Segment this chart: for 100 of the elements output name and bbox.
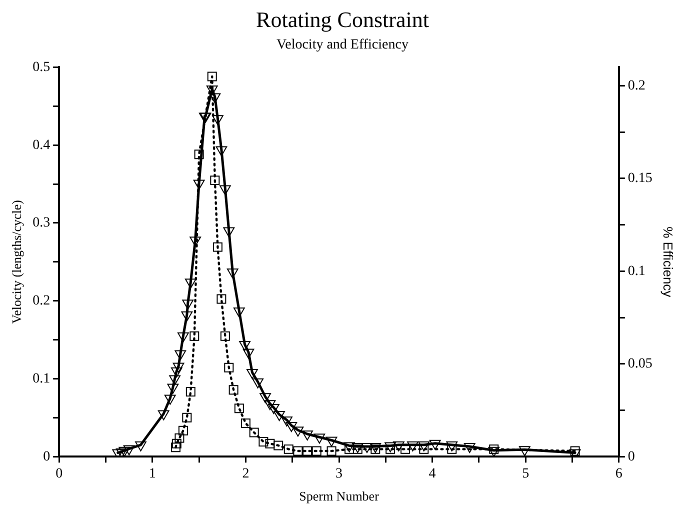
point bbox=[181, 311, 193, 322]
point bbox=[268, 404, 280, 414]
point bbox=[186, 386, 196, 396]
point bbox=[393, 441, 404, 452]
point bbox=[193, 180, 205, 190]
point bbox=[239, 340, 250, 351]
point bbox=[312, 446, 322, 456]
point bbox=[274, 411, 285, 422]
x-tick-label: 2 bbox=[242, 466, 250, 482]
y-tick-label: 0.3 bbox=[32, 216, 50, 231]
y-tick-label: 0 bbox=[43, 449, 50, 464]
point bbox=[258, 437, 268, 447]
point bbox=[212, 242, 222, 252]
point bbox=[464, 442, 476, 453]
point bbox=[172, 438, 182, 448]
point bbox=[418, 441, 430, 452]
x-tick-label: 5 bbox=[522, 466, 530, 482]
point bbox=[169, 375, 180, 386]
x-tick-label: 6 bbox=[615, 466, 622, 482]
point bbox=[123, 445, 135, 456]
point bbox=[234, 404, 244, 414]
chart-title: Rotating Constraint bbox=[256, 6, 429, 32]
point bbox=[210, 176, 220, 186]
point bbox=[116, 448, 128, 457]
point bbox=[184, 278, 196, 289]
point bbox=[302, 446, 312, 456]
point bbox=[265, 438, 275, 448]
point bbox=[570, 446, 580, 456]
point bbox=[216, 294, 226, 304]
y-axis-title: Velocity (lengths/cycle) bbox=[9, 200, 24, 324]
y2-tick-label: 0.05 bbox=[628, 356, 652, 372]
point bbox=[174, 433, 184, 443]
point bbox=[488, 446, 500, 457]
point bbox=[314, 434, 326, 444]
point bbox=[224, 362, 234, 372]
chart-subtitle: Velocity and Efficiency bbox=[276, 37, 408, 52]
point bbox=[518, 446, 530, 456]
point bbox=[209, 93, 221, 104]
x-tick-label: 1 bbox=[148, 466, 156, 482]
y2-tick-label: 0.15 bbox=[628, 171, 652, 186]
x-axis-title: Sperm Number bbox=[299, 488, 380, 504]
point bbox=[194, 150, 204, 160]
point bbox=[164, 394, 176, 405]
x-tick-label: 4 bbox=[428, 466, 436, 482]
point bbox=[302, 430, 313, 441]
point bbox=[190, 331, 200, 341]
point bbox=[274, 440, 284, 450]
point bbox=[419, 444, 429, 454]
point bbox=[228, 385, 238, 395]
point bbox=[326, 446, 336, 456]
point bbox=[216, 146, 228, 156]
point bbox=[182, 412, 192, 422]
point bbox=[220, 331, 230, 341]
point bbox=[226, 268, 238, 279]
point bbox=[223, 227, 235, 238]
point bbox=[429, 440, 441, 450]
point bbox=[286, 422, 298, 432]
point bbox=[246, 368, 258, 379]
y2-tick-label: 0.1 bbox=[628, 264, 646, 279]
y2-tick-label: 0.2 bbox=[628, 78, 646, 94]
point bbox=[281, 416, 292, 426]
point bbox=[190, 236, 202, 247]
y2-tick-label: 0 bbox=[628, 449, 635, 464]
y-tick-label: 0.4 bbox=[32, 138, 50, 153]
point bbox=[260, 393, 271, 404]
y-tick-label: 0.5 bbox=[32, 60, 50, 75]
x-tick-label: 0 bbox=[56, 466, 63, 482]
y-tick-label: 0.1 bbox=[32, 371, 50, 386]
point bbox=[206, 86, 218, 96]
point bbox=[172, 362, 184, 373]
point bbox=[446, 441, 458, 452]
point bbox=[292, 426, 304, 437]
point bbox=[447, 444, 457, 454]
point bbox=[212, 115, 224, 126]
point bbox=[326, 436, 338, 447]
point bbox=[170, 367, 182, 378]
point bbox=[158, 410, 170, 420]
point bbox=[252, 378, 264, 388]
y-tick-label: 0.2 bbox=[32, 294, 50, 309]
x-tick-label: 3 bbox=[336, 466, 342, 482]
point bbox=[240, 418, 250, 428]
point bbox=[135, 441, 146, 452]
point bbox=[177, 332, 189, 342]
point bbox=[264, 400, 276, 410]
point bbox=[207, 72, 217, 82]
point bbox=[249, 428, 259, 438]
point bbox=[293, 446, 303, 456]
point bbox=[233, 307, 245, 318]
point bbox=[167, 384, 179, 394]
point bbox=[489, 444, 499, 454]
point bbox=[242, 348, 254, 359]
point bbox=[361, 442, 373, 453]
point bbox=[407, 441, 418, 452]
point bbox=[182, 300, 194, 310]
point bbox=[170, 442, 180, 452]
y2-axis-title: % Efficiency bbox=[660, 226, 676, 298]
point bbox=[174, 350, 186, 360]
point bbox=[219, 185, 231, 196]
point bbox=[118, 446, 130, 457]
point bbox=[178, 426, 188, 436]
